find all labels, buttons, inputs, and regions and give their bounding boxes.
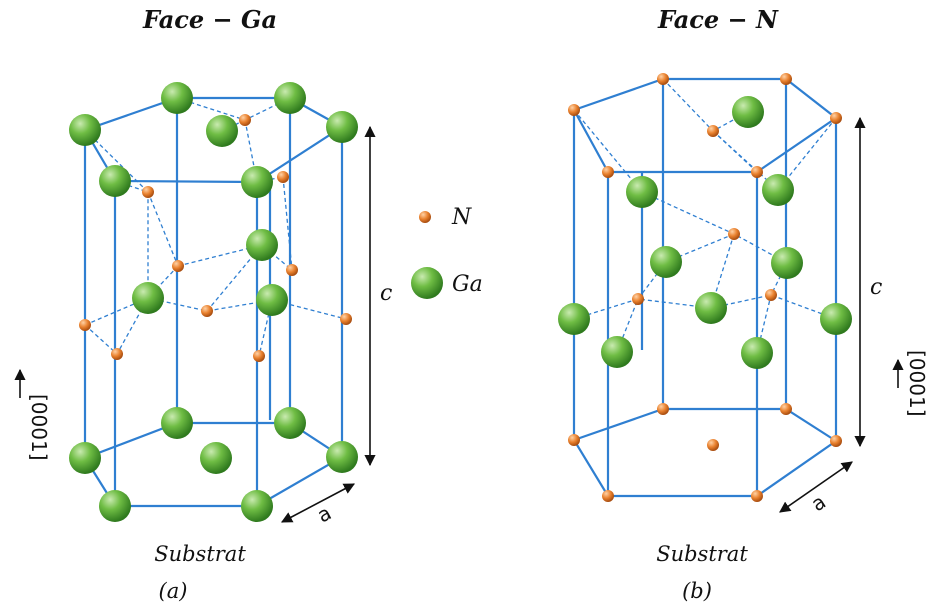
ga-atom: [820, 303, 852, 335]
panel-b-substrate-label: Substrat: [656, 542, 748, 566]
ga-atom: [762, 174, 794, 206]
ga-atom: [69, 114, 101, 146]
ga-atom: [326, 111, 358, 143]
n-atom: [79, 319, 91, 331]
n-atom: [111, 348, 123, 360]
panel-a-caption: (a): [159, 579, 188, 603]
ga-atom: [99, 490, 131, 522]
n-atom: [657, 403, 669, 415]
legend-n-label: N: [451, 205, 472, 230]
n-atom: [728, 228, 740, 240]
n-atom: [602, 490, 614, 502]
panel-b-direction-label: [0001]: [905, 350, 929, 417]
ga-atom: [99, 165, 131, 197]
n-atom: [751, 490, 763, 502]
panel-b-a-label: a: [807, 489, 830, 516]
n-atom: [253, 350, 265, 362]
n-atom: [239, 114, 251, 126]
n-atom: [780, 73, 792, 85]
n-atom: [568, 434, 580, 446]
panel-b-caption: (b): [682, 579, 712, 603]
n-atom: [172, 260, 184, 272]
ga-atom: [771, 247, 803, 279]
ga-atom: [695, 292, 727, 324]
panel-b-c-label: c: [870, 275, 882, 300]
n-atom: [830, 112, 842, 124]
ga-atom: [246, 229, 278, 261]
panel-a-direction-label: [0001]: [27, 394, 51, 461]
ga-atom: [650, 246, 682, 278]
ga-atom: [132, 282, 164, 314]
panel-b-ga-atoms: [558, 96, 852, 369]
ga-atom: [601, 336, 633, 368]
ga-atom: [274, 407, 306, 439]
n-atom: [602, 166, 614, 178]
panel-a-a-arrow: [281, 483, 355, 523]
ga-atom: [741, 337, 773, 369]
ga-atom: [326, 441, 358, 473]
legend-ga-icon: [411, 267, 443, 299]
panel-a-ga-atoms: [69, 82, 358, 522]
ga-atom: [558, 303, 590, 335]
ga-atom: [626, 176, 658, 208]
panel-a-a-label: a: [313, 500, 335, 527]
n-atom: [751, 166, 763, 178]
n-atom: [340, 313, 352, 325]
panel-b-title: Face − N: [657, 5, 779, 34]
panel-b-solid-bonds: [572, 77, 838, 498]
ga-atom: [206, 115, 238, 147]
n-atom: [632, 293, 644, 305]
legend: N Ga: [411, 205, 483, 299]
ga-atom: [732, 96, 764, 128]
n-atom: [830, 435, 842, 447]
panel-b: Face − N: [558, 5, 929, 603]
panel-a-n-atoms: [79, 114, 352, 362]
panel-a-c-label: c: [380, 281, 392, 306]
n-atom: [277, 171, 289, 183]
n-atom: [286, 264, 298, 276]
ga-atom: [241, 166, 273, 198]
n-atom: [142, 186, 154, 198]
panel-a-title: Face − Ga: [142, 5, 277, 34]
n-atom: [707, 439, 719, 451]
n-atom: [780, 403, 792, 415]
n-atom: [707, 125, 719, 137]
n-atom: [201, 305, 213, 317]
legend-n-icon: [419, 211, 431, 223]
panel-a: Face − Ga: [14, 5, 392, 603]
ga-atom: [274, 82, 306, 114]
n-atom: [765, 289, 777, 301]
panel-b-n-atoms: [568, 73, 842, 502]
ga-atom: [256, 284, 288, 316]
ga-atom: [200, 442, 232, 474]
n-atom: [568, 104, 580, 116]
legend-ga-label: Ga: [452, 272, 483, 297]
ga-atom: [241, 490, 273, 522]
panel-a-substrate-label: Substrat: [154, 542, 246, 566]
ga-atom: [69, 442, 101, 474]
ga-atom: [161, 82, 193, 114]
panel-b-a-arrow: [779, 461, 853, 513]
ga-atom: [161, 407, 193, 439]
n-atom: [657, 73, 669, 85]
